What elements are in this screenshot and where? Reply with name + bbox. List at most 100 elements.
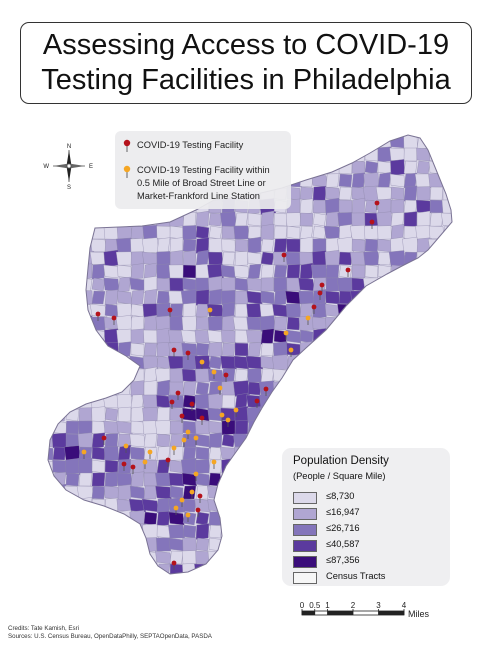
census-tract [401, 407, 420, 422]
census-tract [429, 212, 444, 227]
census-tract [429, 342, 444, 357]
census-tract [48, 186, 54, 201]
census-tract [78, 147, 93, 162]
census-tract [104, 471, 119, 488]
census-tract [377, 329, 392, 344]
census-tract [456, 460, 469, 473]
census-tract [48, 225, 54, 240]
census-tract [51, 393, 68, 410]
census-tract [79, 577, 92, 591]
census-tract [247, 368, 262, 383]
census-tract [156, 263, 171, 280]
census-tract [246, 277, 263, 292]
testing-facility-marker [179, 413, 185, 423]
census-tract [389, 173, 406, 188]
census-tract [91, 290, 106, 305]
census-tract [403, 199, 418, 214]
census-tract [195, 277, 210, 292]
census-tract [169, 250, 184, 267]
census-tract [403, 251, 418, 266]
legend-near-station-label-line-1: COVID-19 Testing Facility within [137, 165, 270, 175]
census-tract [298, 290, 315, 305]
census-tract [53, 577, 66, 590]
census-tract [351, 172, 366, 189]
compass-west-label: W [43, 164, 49, 170]
near-station-facility-marker [288, 347, 294, 357]
census-tract [169, 225, 184, 240]
census-tract [194, 420, 211, 435]
near-station-facility-marker [173, 505, 179, 515]
census-tract [403, 433, 418, 448]
census-tract [247, 225, 262, 240]
census-tract [260, 328, 275, 345]
census-tract [116, 237, 133, 254]
census-tract [155, 550, 172, 565]
census-tract [403, 381, 418, 396]
census-tract [337, 433, 354, 448]
census-tract [221, 251, 236, 266]
census-tract [48, 537, 54, 552]
census-tract [65, 498, 80, 513]
census-tract [65, 251, 80, 266]
census-tract [351, 135, 366, 149]
census-tract [156, 355, 171, 370]
census-tract [456, 277, 469, 292]
credits-line-1: Credits: Tate Kamish, Esri [8, 625, 80, 632]
census-tract [51, 146, 68, 163]
testing-facility-marker [111, 315, 117, 325]
census-tract [351, 186, 366, 201]
census-tract [130, 342, 145, 357]
census-tract [78, 135, 93, 149]
census-tract [376, 211, 393, 228]
census-tract [429, 186, 444, 201]
census-tract [389, 276, 406, 293]
census-tract [428, 381, 445, 396]
legend-swatch [293, 508, 317, 520]
census-tract [169, 367, 184, 384]
census-tract [286, 238, 301, 253]
census-tract [454, 174, 470, 187]
census-tract [338, 407, 353, 422]
census-tract [156, 237, 171, 254]
census-tract [77, 537, 94, 552]
testing-facility-marker [197, 493, 203, 503]
legend-near-station-label-line-3: Market-Frankford Line Station [137, 191, 260, 201]
census-tract [155, 211, 172, 228]
census-tract [89, 303, 108, 318]
census-tract [351, 407, 366, 422]
census-tract [104, 563, 119, 574]
census-tract [116, 420, 133, 435]
census-tract [377, 407, 392, 422]
testing-facility-marker [319, 282, 325, 292]
census-tract [388, 250, 407, 267]
census-tract [247, 342, 262, 357]
census-tract [48, 342, 54, 357]
census-tract [377, 368, 392, 383]
census-tract [456, 446, 469, 460]
scale-bar-tick-label: 4 [402, 601, 407, 610]
census-tract [209, 576, 223, 591]
census-tract [221, 498, 236, 513]
census-tract [64, 211, 81, 228]
testing-facility-marker [130, 464, 136, 474]
census-tract [286, 381, 301, 396]
census-tract [65, 420, 80, 435]
census-tract [117, 484, 132, 501]
census-tract [351, 146, 366, 163]
census-tract [78, 497, 93, 514]
census-tract [377, 238, 392, 253]
census-tract [364, 225, 379, 240]
legend-class-label: Census Tracts [326, 571, 386, 581]
census-tract [234, 537, 249, 552]
census-tract [182, 537, 197, 552]
census-tract [155, 485, 172, 500]
census-tract [51, 432, 68, 449]
census-tract [351, 393, 366, 410]
census-tract [182, 381, 197, 396]
census-tract [364, 366, 379, 385]
census-tract [364, 303, 379, 318]
census-tract [52, 212, 67, 227]
census-tract [130, 212, 145, 227]
census-tract [377, 420, 392, 435]
